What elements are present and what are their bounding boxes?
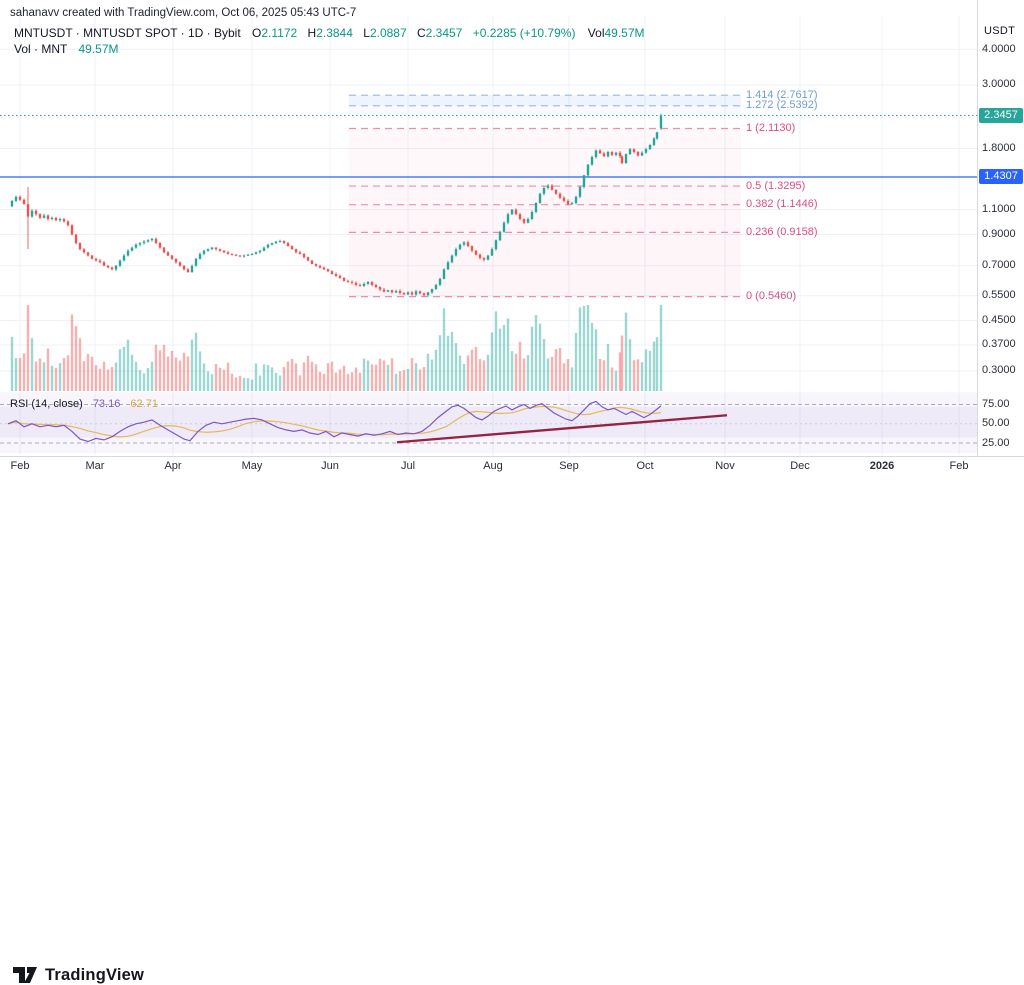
volume-layer[interactable] [10, 305, 663, 391]
price-axis-currency: USDT [984, 25, 1016, 37]
price-tick-label: 0.4500 [982, 314, 1016, 327]
rsi-pane[interactable] [0, 394, 977, 453]
footer-bar: TradingView [0, 478, 1024, 984]
fib-level-label: 0.382 (1.1446) [746, 198, 818, 211]
rsi-title: RSI (14, close) [10, 398, 83, 410]
fib-level-label: 0 (0.5460) [746, 290, 797, 303]
tradingview-logo-text: TradingView [45, 965, 145, 984]
rsi-trendline [396, 414, 728, 444]
open-value: 2.1172 [261, 26, 298, 40]
chart-canvas[interactable] [0, 0, 977, 478]
rsi-tick-label: 25.00 [982, 436, 1010, 449]
time-axis-label: Aug [483, 460, 503, 472]
last-price-badge: 2.3457 [979, 108, 1023, 124]
rsi-tick-label: 50.00 [982, 417, 1010, 430]
close-label: C [416, 26, 426, 40]
time-axis-label: Oct [636, 460, 654, 472]
time-axis-label: 2026 [869, 460, 895, 472]
fib-level-label: 1 (2.1130) [746, 122, 796, 135]
fib-level-label: 0.236 (0.9158) [746, 225, 818, 238]
time-axis-label: Jun [321, 460, 339, 472]
grid-layer [0, 16, 977, 455]
volume-value: 49.57M [604, 26, 645, 40]
price-tick-label: 3.0000 [982, 78, 1016, 91]
price-tick-label: 0.9000 [982, 228, 1016, 241]
close-value: 2.3457 [425, 26, 463, 40]
fib-level-label: 1.414 (2.7617) [746, 88, 818, 101]
time-axis-label: May [241, 460, 263, 472]
candles-layer[interactable] [10, 113, 663, 297]
fib-level-label: 0.5 (1.3295) [746, 179, 806, 192]
change-value: +0.2285 (+10.79%) [472, 26, 576, 40]
time-axis-label: Dec [790, 460, 810, 472]
time-axis-label: Feb [10, 460, 30, 472]
time-axis[interactable] [0, 456, 1024, 479]
rsi-ma-value: 62.71 [130, 398, 158, 410]
rsi-line [7, 400, 662, 443]
open-label: O [252, 26, 262, 40]
low-value: 2.0887 [369, 26, 407, 40]
price-tick-label: 4.0000 [982, 42, 1016, 55]
symbol-legend[interactable]: MNTUSDT · MNTUSDT SPOT · 1D · Bybit O2.1… [14, 26, 645, 40]
tradingview-logo-icon [13, 967, 37, 983]
time-axis-label: Jul [400, 460, 416, 472]
symbol-title: MNTUSDT · MNTUSDT SPOT · 1D · Bybit [14, 26, 241, 40]
rsi-tick-label: 75.00 [982, 398, 1010, 410]
time-axis-label: Feb [949, 460, 969, 472]
price-lines-layer[interactable] [0, 115, 977, 178]
fib-lines-layer[interactable] [349, 94, 741, 298]
price-tick-label: 0.7000 [982, 259, 1016, 272]
price-tick-label: 1.1000 [982, 203, 1016, 216]
time-axis-label: Mar [85, 460, 105, 472]
tradingview-logo[interactable]: TradingView [12, 965, 144, 985]
time-axis-label: Apr [164, 460, 182, 472]
hline-price-badge: 1.4307 [979, 169, 1023, 185]
volume-row-value: 49.57M [78, 42, 119, 56]
price-tick-label: 1.8000 [982, 141, 1016, 154]
time-axis-label: Nov [715, 460, 735, 472]
price-axis[interactable] [977, 0, 1024, 478]
price-tick-label: 0.3700 [982, 338, 1016, 351]
price-tick-label: 0.3000 [982, 364, 1016, 377]
high-label: H [307, 26, 317, 40]
high-value: 2.3844 [316, 26, 353, 40]
fib-level-label: 1.272 (2.5392) [746, 99, 818, 112]
volume-row-label: Vol · MNT [14, 42, 68, 56]
price-tick-label: 0.5500 [982, 289, 1016, 302]
snapshot-attribution: sahanavv created with TradingView.com, O… [10, 7, 357, 19]
low-label: L [363, 26, 370, 40]
volume-label: Vol [587, 26, 605, 40]
rsi-legend[interactable]: RSI (14, close) 73.16 62.71 [10, 398, 158, 410]
rsi-value: 73.16 [92, 398, 121, 410]
volume-legend[interactable]: Vol · MNT 49.57M [14, 42, 119, 56]
time-axis-label: Sep [559, 460, 579, 472]
